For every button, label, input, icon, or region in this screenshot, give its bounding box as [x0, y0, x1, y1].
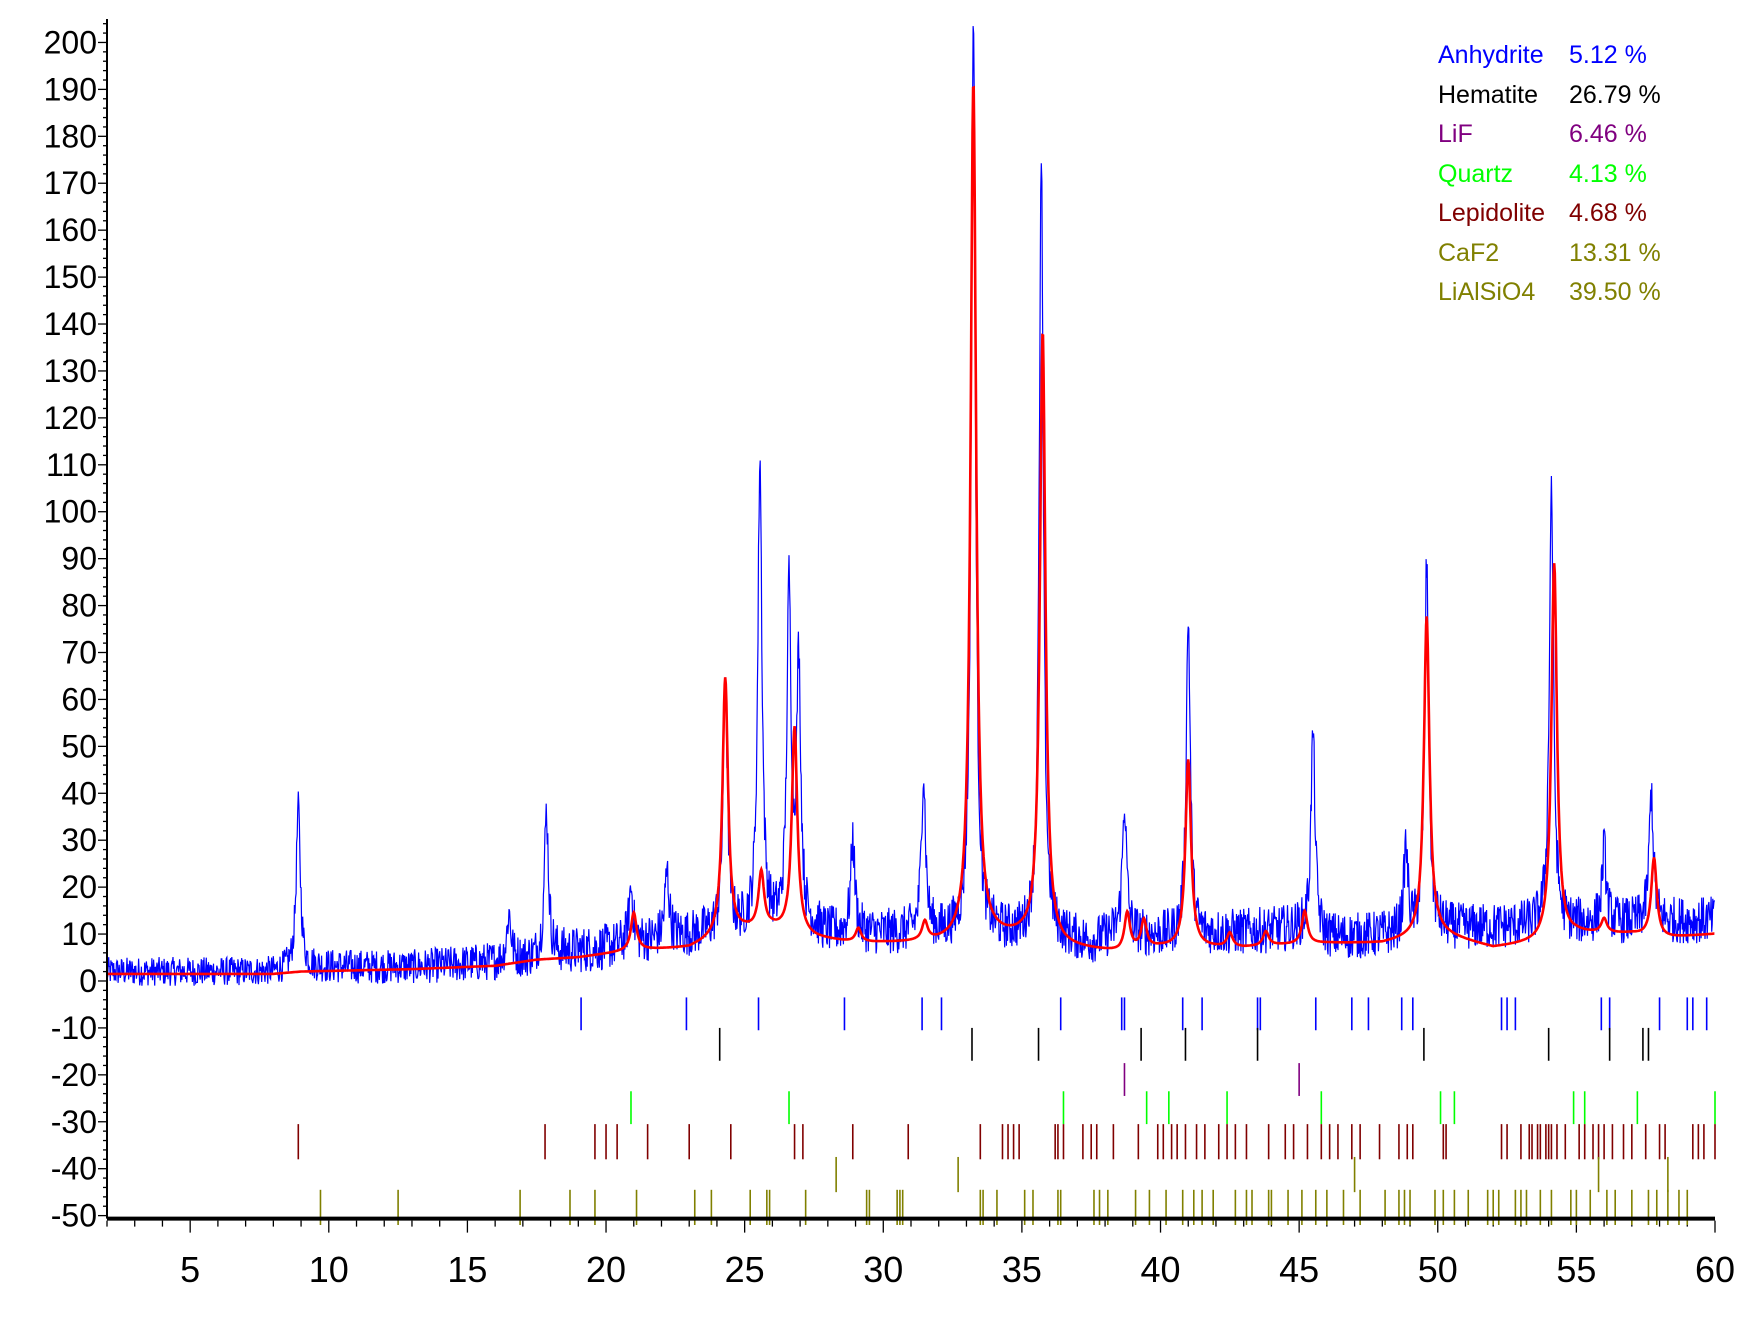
- x-tick-label: 60: [1695, 1249, 1735, 1290]
- x-tick-label: 30: [863, 1249, 903, 1290]
- phase-reflection-markers: [297, 997, 1716, 1225]
- legend-phase-name: Anhydrite: [1438, 41, 1544, 70]
- legend-phase-percent: 26.79 %: [1569, 80, 1661, 109]
- x-tick-label: 10: [309, 1249, 349, 1290]
- x-tick-label: 40: [1140, 1249, 1180, 1290]
- phase-legend: Anhydrite 5.12 % Hematite 26.79 % LiF 6.46 % Q…: [1438, 36, 1661, 313]
- x-tick-label: 5: [180, 1249, 200, 1290]
- legend-entry: LiAlSiO4 39.50 %: [1438, 273, 1661, 313]
- y-tick-label: -20: [51, 1057, 97, 1093]
- legend-phase-name: Quartz: [1438, 159, 1514, 188]
- y-tick-label: 160: [44, 212, 97, 248]
- y-tick-label: 70: [61, 635, 97, 671]
- legend-phase-name: LiF: [1438, 120, 1473, 149]
- y-tick-label: 10: [61, 916, 97, 952]
- x-axis: 5 10 15 20 25 30 35 40 45 50 55 60: [106, 1220, 1735, 1290]
- legend-phase-percent: 13.31 %: [1569, 238, 1661, 267]
- legend-phase-percent: 5.12 %: [1569, 41, 1647, 70]
- x-tick-label: 35: [1002, 1249, 1042, 1290]
- legend-phase-percent: 6.46 %: [1569, 120, 1647, 149]
- y-tick-label: 120: [44, 400, 97, 436]
- y-tick-label: 130: [44, 353, 97, 389]
- y-tick-label: 200: [44, 24, 97, 60]
- x-tick-label: 25: [725, 1249, 765, 1290]
- x-tick-label: 15: [447, 1249, 487, 1290]
- y-tick-label: 190: [44, 71, 97, 107]
- y-tick-label: -40: [51, 1151, 97, 1187]
- y-tick-label: -10: [51, 1010, 97, 1046]
- legend-phase-percent: 39.50 %: [1569, 278, 1661, 307]
- y-tick-label: 80: [61, 588, 97, 624]
- y-tick-label: 20: [61, 869, 97, 905]
- phase-markers-quartz: [630, 1091, 1716, 1125]
- legend-phase-percent: 4.13 %: [1569, 159, 1647, 188]
- y-tick-label: 110: [46, 447, 97, 483]
- legend-entry: Quartz 4.13 %: [1438, 155, 1661, 195]
- legend-entry: LiF 6.46 %: [1438, 115, 1661, 155]
- x-tick-label: 45: [1279, 1249, 1319, 1290]
- legend-entry: Hematite 26.79 %: [1438, 76, 1661, 116]
- phase-markers-lif: [1123, 1063, 1300, 1096]
- y-tick-label: 60: [61, 681, 97, 717]
- y-tick-label: 40: [61, 775, 97, 811]
- phase-markers-hematite: [718, 1027, 1650, 1061]
- y-tick-label: 170: [44, 165, 97, 201]
- y-tick-label: 140: [44, 306, 97, 342]
- y-tick-label: 0: [79, 963, 97, 999]
- calculated-pattern-line: [107, 85, 1715, 976]
- y-tick-label: 150: [44, 259, 97, 295]
- legend-entry: Anhydrite 5.12 %: [1438, 36, 1661, 76]
- legend-phase-name: LiAlSiO4: [1438, 278, 1536, 307]
- legend-phase-name: CaF2: [1438, 238, 1500, 267]
- legend-entry: CaF2 13.31 %: [1438, 234, 1661, 274]
- legend-phase-name: Hematite: [1438, 80, 1539, 109]
- y-tick-label: 30: [61, 822, 97, 858]
- y-axis: -50 -40 -30 -20 -10 0 10 20 30 40 50 60 70 80 90 100 110…: [44, 23, 107, 1234]
- y-tick-label: 90: [61, 541, 97, 577]
- legend-entry: Lepidolite 4.68 %: [1438, 194, 1661, 234]
- x-tick-label: 50: [1418, 1249, 1458, 1290]
- x-tick-label: 55: [1556, 1249, 1596, 1290]
- x-tick-label: 20: [586, 1249, 626, 1290]
- legend-phase-name: Lepidolite: [1438, 199, 1546, 228]
- y-tick-label: 180: [44, 118, 97, 154]
- phase-markers-anhydrite: [580, 997, 1708, 1031]
- y-tick-label: 100: [44, 494, 97, 530]
- y-tick-label: -30: [51, 1104, 97, 1140]
- legend-phase-percent: 4.68 %: [1569, 199, 1647, 228]
- y-tick-label: 50: [61, 728, 97, 764]
- y-tick-label: -50: [51, 1198, 97, 1234]
- phase-markers-caf2: [835, 1156, 1669, 1193]
- phase-markers-lepidolite: [297, 1124, 1716, 1160]
